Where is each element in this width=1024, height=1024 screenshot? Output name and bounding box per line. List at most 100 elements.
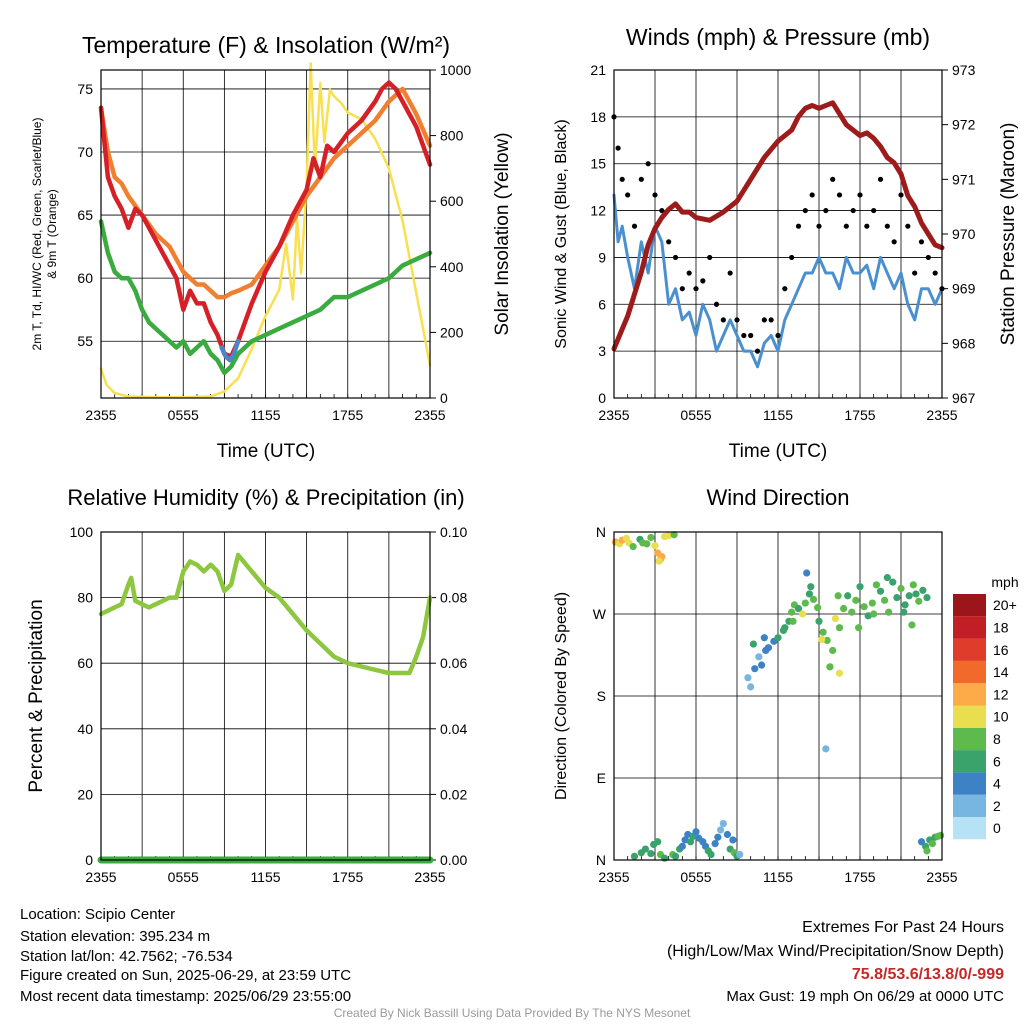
y-tick-label-right: 0.02 [440,786,467,802]
y-tick-label-left: 21 [590,62,606,78]
direction-point [678,842,686,850]
y-tick-label-right: 0.06 [440,655,467,671]
colorbar-title: mph [991,574,1018,590]
direction-point [805,590,814,598]
x-tick-label: 2355 [414,407,445,423]
direction-point [872,581,881,589]
gust-point [631,223,638,229]
direction-point [660,854,669,862]
direction-point [819,628,827,636]
direction-point [788,608,796,616]
direction-point [829,646,837,655]
direction-point [900,608,908,616]
direction-point [751,665,759,673]
direction-point [641,845,650,853]
colorbar-swatch [953,683,986,706]
gust-point [925,254,931,261]
x-tick-label: 1755 [332,407,363,423]
y-tick-label-right: 0 [440,390,448,406]
direction-point [719,819,727,828]
gust-point [707,254,713,261]
chart-panel-wind: 0 3 6 9 12 15 18 21 967 968 969 970 971 972 973 2355 055… [553,24,1019,462]
x-tick-label: 2355 [598,869,629,885]
y-tick-label-right: 400 [440,259,464,275]
y-tick-label-left: 70 [77,144,93,160]
chart-panel-rh: 0 20 40 60 80 100 0.00 0.02 0.04 0.06 0.08 0.10 2355… [26,485,467,885]
y-tick-label-left: 75 [77,81,93,97]
x-tick-label: 2355 [85,407,116,423]
colorbar-label: 12 [993,686,1009,702]
colorbar-swatch [953,638,986,661]
colorbar-label: 18 [993,619,1009,635]
gust-point [679,286,685,292]
gust-point [615,145,621,151]
plot-frame [613,69,943,399]
y-tick-label-left: 15 [590,156,606,172]
y-tick-label-left: 55 [77,333,93,349]
direction-point [686,838,695,846]
colorbar-swatch [953,594,986,617]
dewpoint-line [98,219,433,376]
direction-point [852,596,860,604]
gust-point [754,348,761,354]
colorbar-swatch [953,772,986,795]
gust-point [795,223,802,229]
direction-point [660,532,669,541]
heat-index-windchill-line [219,338,241,363]
direction-point [629,542,637,551]
direction-point [818,635,826,644]
x-tick-label: 0555 [168,407,199,423]
y-tick-label-left: E [597,770,606,786]
direction-point [692,828,700,836]
x-tick-label: 1155 [250,407,280,423]
sonic-wind-line [612,193,944,369]
y-tick-label-right: 800 [440,128,464,144]
direction-point [643,540,651,548]
direction-point [881,596,889,604]
gust-point [727,270,733,276]
y-tick-label-right: 0.04 [440,721,467,737]
y-tick-label-right: 970 [952,226,976,242]
gust-point [659,207,665,214]
gust-point [619,176,625,182]
direction-point [909,581,917,589]
y-tick-label-left: 60 [77,270,93,286]
gust-point [666,239,672,245]
y-axis-label-left: Percent & Precipitation [26,599,47,792]
direction-point [855,624,863,632]
direction-point [834,592,842,600]
gust-point [741,332,747,339]
y-tick-label-right: 0.00 [440,852,467,868]
location-text: Location: Scipio Center [20,906,176,923]
gust-point [775,332,781,339]
elevation-text: Station elevation: 395.234 m [20,928,211,945]
extremes-subtitle: (High/Low/Max Wind/Precipitation/Snow De… [666,943,1004,960]
gust-point [884,223,890,229]
x-tick-label: 1755 [844,869,875,885]
direction-point [651,542,659,550]
direction-point [707,850,715,859]
direction-point [671,852,680,860]
y-tick-label-right: 967 [952,390,976,406]
direction-point [647,533,655,542]
y-tick-label-right: 600 [440,193,464,209]
direction-point [736,850,744,859]
colorbar-swatch [953,794,986,817]
latlon-text: Station lat/lon: 42.7562; -76.534 [20,948,233,965]
direction-point [684,830,692,839]
direction-point [831,614,840,623]
plot-frame [100,69,431,399]
direction-point [729,836,737,844]
direction-point [870,610,878,618]
gust-point [734,317,740,323]
direction-point [908,621,916,629]
y-tick-label-right: 971 [952,171,976,187]
x-tick-label: 1755 [332,869,363,885]
direction-point [747,683,755,691]
direction-point [840,604,848,613]
station-pressure-line [611,100,945,352]
gust-point [864,223,870,229]
gust-point [918,239,925,245]
